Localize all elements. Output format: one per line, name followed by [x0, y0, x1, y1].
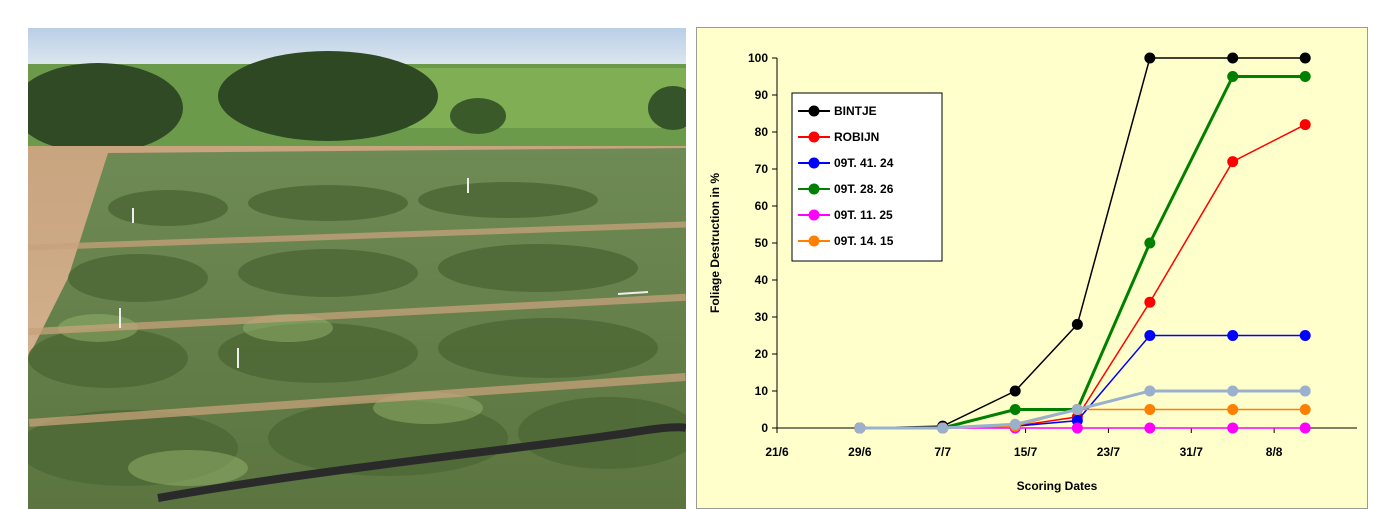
potato-field-photo-icon — [28, 28, 686, 509]
data-point — [1299, 404, 1311, 415]
data-point — [1227, 385, 1239, 397]
legend-marker — [808, 209, 820, 221]
legend-item: 09T. 11. 25 — [798, 208, 893, 222]
legend-marker — [808, 235, 820, 247]
legend-item: ROBIJN — [798, 130, 879, 144]
legend-label: ROBIJN — [834, 130, 879, 144]
data-point — [1071, 404, 1083, 415]
legend-label: 09T. 11. 25 — [834, 208, 893, 222]
legend-item: BINTJE — [798, 104, 877, 118]
x-tick-label: 29/6 — [848, 445, 872, 459]
data-point — [1227, 404, 1239, 415]
x-axis-title: Scoring Dates — [1017, 479, 1098, 493]
data-point — [1144, 422, 1156, 434]
legend-marker — [808, 131, 820, 143]
x-tick-label: 8/8 — [1266, 445, 1283, 459]
y-tick-label: 0 — [761, 421, 768, 435]
data-point — [1071, 318, 1083, 330]
y-axis-title: Foliage Destruction in % — [708, 173, 722, 313]
chart-svg: 0 10 20 30 40 50 60 70 80 90 100 21/6 29/6 7/7 15/7 23… — [708, 51, 1357, 493]
legend-label: 09T. 28. 26 — [834, 182, 894, 196]
data-point — [1144, 237, 1156, 249]
data-point — [1009, 404, 1021, 415]
data-point — [1299, 119, 1311, 131]
legend-marker — [808, 183, 820, 195]
legend-marker — [808, 157, 820, 169]
y-tick-label: 70 — [755, 162, 769, 176]
y-tick-label: 80 — [755, 125, 769, 139]
data-point — [1009, 418, 1021, 430]
legend-label: 09T. 41. 24 — [834, 156, 894, 170]
legend-label: BINTJE — [834, 104, 877, 118]
y-tick-label: 90 — [755, 88, 769, 102]
data-point — [1144, 52, 1156, 64]
data-point — [1227, 422, 1239, 434]
data-point — [1299, 422, 1311, 434]
y-tick-label: 100 — [748, 51, 768, 65]
y-tick-label: 50 — [755, 236, 769, 250]
x-tick-label: 31/7 — [1180, 445, 1204, 459]
series-7 — [854, 385, 1311, 434]
data-point — [1299, 52, 1311, 64]
data-point — [1144, 404, 1156, 415]
data-point — [854, 422, 866, 434]
y-tick-label: 10 — [755, 384, 769, 398]
field-photo — [28, 28, 686, 509]
legend-label: 09T. 14. 15 — [834, 234, 894, 248]
data-point — [937, 422, 949, 434]
legend-item: 09T. 28. 26 — [798, 182, 894, 196]
y-tick-label: 30 — [755, 310, 769, 324]
data-point — [1299, 330, 1311, 341]
x-tick-label: 7/7 — [934, 445, 951, 459]
y-tick-label: 40 — [755, 273, 769, 287]
data-point — [1144, 330, 1156, 341]
data-point — [1227, 330, 1239, 341]
legend-box — [791, 92, 943, 262]
y-tick-label: 60 — [755, 199, 769, 213]
line-chart: 0 10 20 30 40 50 60 70 80 90 100 21/6 29/6 7/7 15/7 23… — [696, 27, 1368, 509]
data-point — [1071, 422, 1083, 434]
x-tick-label: 21/6 — [765, 445, 789, 459]
data-point — [1227, 156, 1239, 168]
legend-item: 09T. 14. 15 — [798, 234, 894, 248]
legend-marker — [808, 105, 820, 117]
x-tick-label: 23/7 — [1097, 445, 1121, 459]
data-point — [1299, 71, 1311, 82]
data-point — [1227, 52, 1239, 64]
y-tick-label: 20 — [755, 347, 769, 361]
data-point — [1227, 71, 1239, 82]
x-tick-label: 15/7 — [1014, 445, 1038, 459]
data-point — [1144, 385, 1156, 397]
series-line — [859, 334, 1306, 429]
legend-item: 09T. 41. 24 — [798, 156, 894, 170]
data-point — [1144, 296, 1156, 308]
data-point — [1299, 385, 1311, 397]
data-point — [1009, 385, 1021, 397]
